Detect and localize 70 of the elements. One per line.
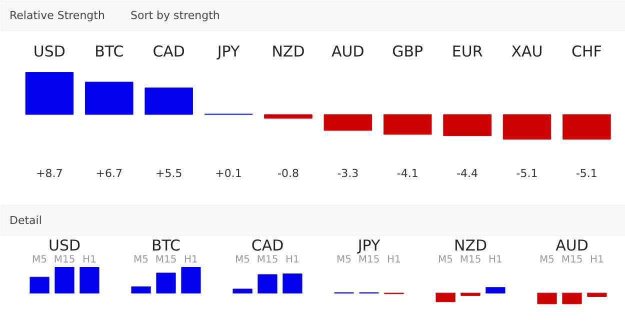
data-label: -5.1 — [576, 167, 598, 180]
x-tick-label: USD — [33, 42, 66, 60]
data-label: -4.1 — [396, 167, 418, 180]
x-tick-label: BTC — [151, 236, 181, 255]
text: Sort by strength — [130, 9, 220, 22]
text: H1 — [488, 254, 502, 266]
x-tick-label: XAU — [511, 42, 543, 60]
text: H1 — [286, 254, 300, 266]
data-label: +5.5 — [155, 167, 182, 180]
x-tick-label: AUD — [556, 236, 588, 255]
bar — [232, 288, 252, 294]
bar — [144, 88, 193, 115]
bar — [25, 72, 74, 115]
chart-title: Detail — [10, 214, 42, 227]
text: M15 — [358, 254, 380, 266]
chart-title: Relative Strength — [10, 9, 105, 22]
x-tick-label: CAD — [251, 236, 284, 255]
text: M5 — [540, 254, 555, 266]
bar — [486, 287, 506, 294]
bar — [537, 292, 557, 304]
x-tick-label: JPY — [356, 236, 381, 255]
data-label: -0.8 — [277, 167, 299, 180]
data-label: +0.1 — [215, 167, 242, 180]
bar — [502, 114, 552, 140]
text: H1 — [590, 254, 604, 266]
bar — [54, 267, 74, 294]
text: H1 — [387, 254, 401, 266]
bar — [587, 292, 607, 297]
x-tick-label: AUD — [332, 42, 364, 60]
x-tick-label: USD — [48, 236, 81, 255]
series-label: M5 — [32, 254, 48, 266]
bar — [282, 273, 302, 294]
bar — [80, 267, 100, 294]
data-label: -4.4 — [456, 167, 478, 180]
bar — [436, 292, 456, 302]
text: M15 — [155, 254, 177, 266]
x-tick-label: JPY — [216, 42, 241, 60]
data-label: -3.3 — [337, 167, 359, 180]
bar — [562, 114, 611, 140]
series-label: H1 — [82, 254, 96, 266]
text: M5 — [336, 254, 352, 266]
x-tick-label: BTC — [94, 42, 124, 60]
text: M5 — [134, 254, 149, 266]
bar — [131, 286, 151, 294]
x-tick-label: GBP — [392, 42, 424, 60]
data-label: +6.7 — [96, 167, 123, 180]
bar — [85, 82, 134, 115]
text: M5 — [235, 254, 250, 266]
x-tick-label: NZD — [272, 42, 305, 60]
text: M5 — [438, 254, 454, 266]
text: M15 — [256, 254, 278, 266]
series-label: M15 — [54, 254, 76, 266]
bar — [324, 114, 372, 131]
x-tick-label: EUR — [452, 42, 483, 60]
bar — [562, 292, 582, 304]
text: H1 — [184, 254, 198, 266]
data-label: +8.7 — [36, 167, 63, 180]
text: M15 — [460, 254, 482, 266]
bar — [156, 272, 176, 294]
bar — [30, 276, 50, 294]
data-label: -5.1 — [516, 167, 538, 180]
x-tick-label: CAD — [152, 42, 185, 60]
bar — [181, 267, 201, 294]
x-tick-label: CHF — [572, 42, 602, 60]
x-tick-label: NZD — [454, 236, 488, 255]
bar — [383, 114, 432, 135]
bar — [258, 274, 278, 294]
bar — [443, 114, 492, 136]
text: M15 — [561, 254, 583, 266]
bar — [264, 114, 312, 119]
